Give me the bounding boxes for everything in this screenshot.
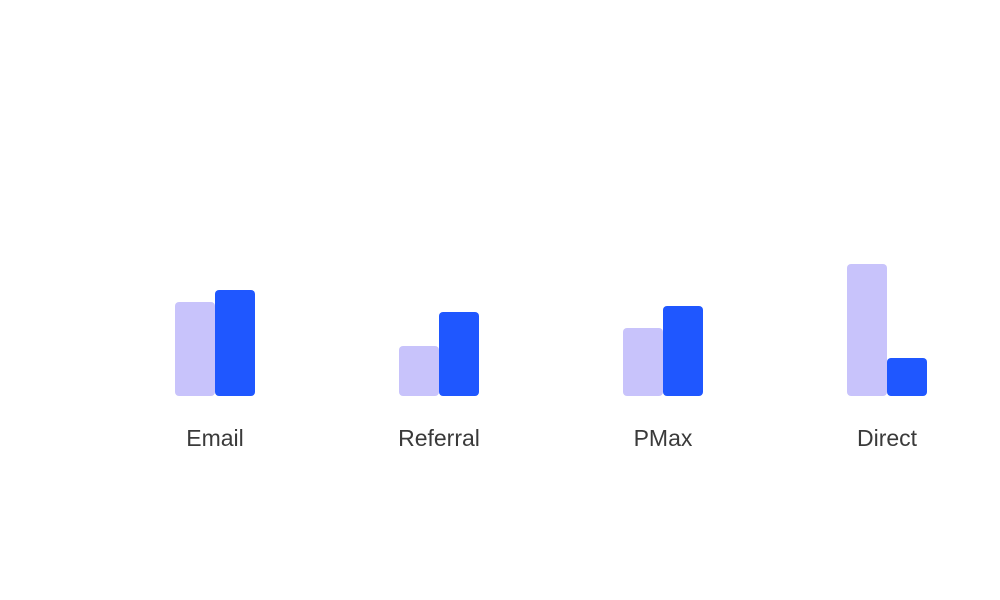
bar-referral-series-1 [399, 346, 439, 396]
bar-pmax-series-2 [663, 306, 703, 396]
bar-direct-series-1 [847, 264, 887, 396]
category-labels: Email Referral PMax Direct [186, 425, 917, 451]
bars-layer [175, 264, 927, 396]
bar-direct-series-2 [887, 358, 927, 396]
category-label-pmax: PMax [634, 425, 693, 451]
category-label-email: Email [186, 425, 244, 451]
bar-referral-series-2 [439, 312, 479, 396]
bar-email-series-1 [175, 302, 215, 396]
bar-pmax-series-1 [623, 328, 663, 396]
category-label-referral: Referral [398, 425, 480, 451]
bar-email-series-2 [215, 290, 255, 396]
category-label-direct: Direct [857, 425, 918, 451]
